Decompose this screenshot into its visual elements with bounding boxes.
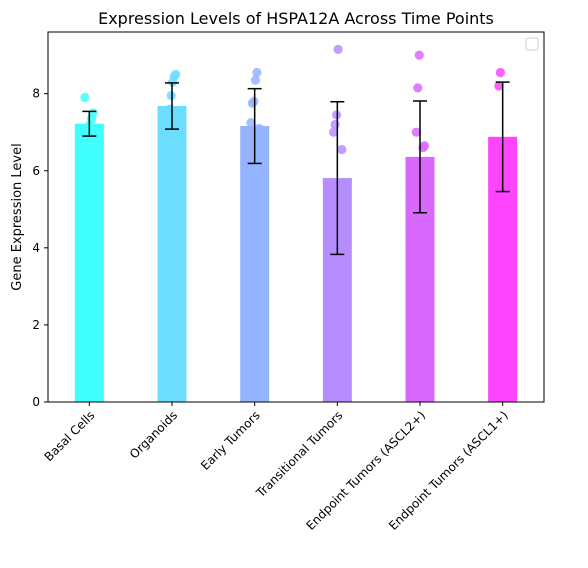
- data-point: [248, 185, 258, 195]
- data-point: [502, 154, 512, 164]
- data-point: [328, 127, 339, 137]
- error-bar: [165, 82, 179, 130]
- y-tick-label: 6: [32, 164, 40, 178]
- data-point: [246, 117, 256, 128]
- error-bar: [82, 110, 97, 137]
- y-tick-label: 0: [32, 395, 40, 409]
- bar: [240, 126, 270, 403]
- bar: [74, 123, 104, 403]
- y-tick-label: 8: [32, 87, 40, 101]
- chart-title: Expression Levels of HSPA12A Across Time…: [98, 9, 494, 28]
- points-layer: [80, 44, 512, 311]
- data-point: [499, 191, 509, 201]
- data-point: [252, 67, 262, 78]
- x-tick-label: Organoids: [127, 408, 180, 461]
- error-bar: [330, 101, 345, 256]
- data-point: [165, 104, 175, 114]
- x-tick-label: Basal Cells: [42, 408, 98, 464]
- data-point: [251, 150, 261, 160]
- data-point: [414, 50, 424, 60]
- data-point: [411, 127, 421, 137]
- plot-frame: [47, 31, 545, 403]
- data-point: [170, 131, 180, 141]
- data-point: [247, 98, 258, 108]
- bar: [157, 106, 187, 402]
- error-bar: [495, 81, 510, 193]
- error-bar: [413, 100, 427, 214]
- data-point: [250, 160, 260, 170]
- data-point: [413, 191, 424, 201]
- error-bar: [247, 87, 262, 165]
- error-bars-layer: [82, 81, 510, 256]
- data-point: [333, 44, 343, 54]
- x-tick-label: Early Tumors: [198, 408, 263, 473]
- data-point: [330, 119, 340, 130]
- data-point: [494, 81, 504, 91]
- data-point: [254, 123, 264, 133]
- data-point: [495, 67, 506, 78]
- axes-layer: 0 2 4 6 8 Basal Cells Organoids Early TumorsTra…: [32, 31, 545, 533]
- legend-box: [525, 37, 539, 51]
- data-point: [168, 77, 178, 87]
- data-point: [80, 92, 90, 103]
- y-tick-label: 2: [32, 318, 40, 332]
- data-point: [410, 225, 421, 236]
- data-point: [416, 158, 427, 168]
- data-point: [334, 210, 344, 220]
- bars-layer: [74, 106, 518, 403]
- legend: [525, 37, 539, 51]
- y-axis-label: Gene Expression Level: [10, 143, 25, 290]
- data-point: [337, 144, 347, 155]
- x-tick-label: Transitional Tumors: [253, 408, 346, 501]
- y-tick-label: 4: [32, 241, 40, 255]
- data-point: [163, 114, 173, 124]
- data-point: [413, 83, 423, 93]
- data-point: [250, 75, 261, 85]
- data-point: [171, 119, 182, 130]
- data-point: [331, 301, 341, 311]
